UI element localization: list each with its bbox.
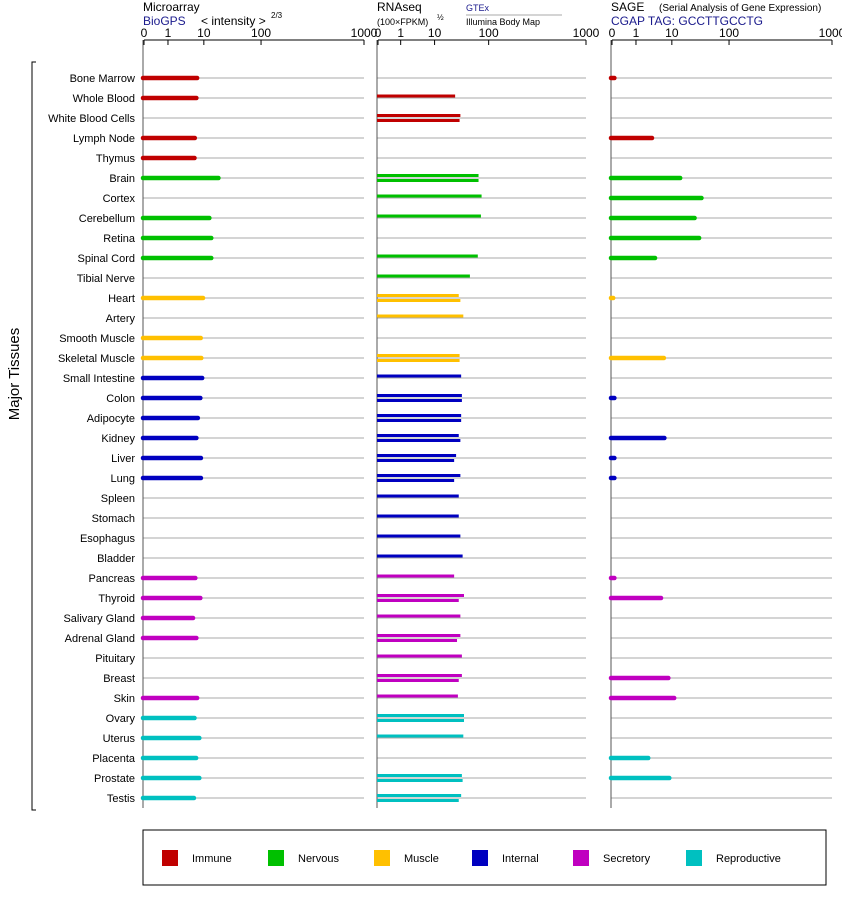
- microarray-tick-label-10: 10: [197, 26, 211, 40]
- sage-tick-label-1000: 1000: [819, 26, 842, 40]
- tissue-label-cerebellum: Cerebellum: [79, 213, 135, 225]
- tissue-label-artery: Artery: [106, 313, 136, 325]
- sage-title-note: (Serial Analysis of Gene Expression): [659, 3, 821, 14]
- tissue-label-small-intestine: Small Intestine: [63, 373, 135, 385]
- tissue-label-bladder: Bladder: [97, 553, 135, 565]
- tissue-label-pituitary: Pituitary: [95, 653, 135, 665]
- microarray-tick-label-1000: 1000: [351, 26, 378, 40]
- sage-title: SAGE: [611, 0, 644, 14]
- rnaseq-tick-label-1: 1: [397, 26, 404, 40]
- bars: [140, 75, 704, 802]
- tissue-label-thymus: Thymus: [96, 153, 136, 165]
- gridlines: [143, 77, 832, 799]
- tissue-label-adrenal-gland: Adrenal Gland: [65, 633, 135, 645]
- sage-tick-label-100: 100: [719, 26, 739, 40]
- microarray-tick-label-1: 1: [165, 26, 172, 40]
- sage-tick-label-0: 0: [609, 26, 616, 40]
- tissue-label-adipocyte: Adipocyte: [87, 413, 135, 425]
- legend-swatch-internal: [472, 850, 488, 866]
- microarray-scale-exponent: 2/3: [271, 11, 283, 20]
- legend-swatch-immune: [162, 850, 178, 866]
- microarray-tick-label-100: 100: [251, 26, 271, 40]
- tissue-label-skeletal-muscle: Skeletal Muscle: [58, 353, 135, 365]
- tissue-label-lung: Lung: [111, 473, 135, 485]
- tissue-label-tibial-nerve: Tibial Nerve: [77, 273, 135, 285]
- tissue-label-prostate: Prostate: [94, 773, 135, 785]
- tissue-label-heart: Heart: [108, 293, 135, 305]
- tissue-label-liver: Liver: [111, 453, 135, 465]
- rnaseq-tick-label-100: 100: [479, 26, 499, 40]
- rnaseq-source-gtex: GTEx: [466, 3, 490, 13]
- tissue-label-testis: Testis: [107, 793, 136, 805]
- legend-swatch-secretory: [573, 850, 589, 866]
- tissue-label-white-blood-cells: White Blood Cells: [48, 113, 135, 125]
- rnaseq-subtitle-exponent: ½: [437, 13, 444, 22]
- legend-label-secretory: Secretory: [603, 853, 651, 865]
- tissue-label-skin: Skin: [114, 693, 135, 705]
- legend-label-immune: Immune: [192, 853, 232, 865]
- sage-subtitle: CGAP TAG: GCCTTGCCTG: [611, 14, 763, 28]
- microarray-title: Microarray: [143, 0, 200, 14]
- y-axis-label: Major Tissues: [6, 328, 23, 421]
- tissue-label-salivary-gland: Salivary Gland: [63, 613, 135, 625]
- legend-swatch-nervous: [268, 850, 284, 866]
- tissue-label-placenta: Placenta: [92, 753, 136, 765]
- tissue-label-retina: Retina: [103, 233, 136, 245]
- tissue-label-uterus: Uterus: [103, 733, 136, 745]
- tissue-label-stomach: Stomach: [92, 513, 135, 525]
- tissue-label-spinal-cord: Spinal Cord: [78, 253, 135, 265]
- legend-label-nervous: Nervous: [298, 853, 339, 865]
- tissue-label-brain: Brain: [109, 173, 135, 185]
- legend-label-internal: Internal: [502, 853, 539, 865]
- tissue-label-smooth-muscle: Smooth Muscle: [59, 333, 135, 345]
- rnaseq-subtitle: (100×FPKM): [377, 17, 428, 27]
- tissue-label-cortex: Cortex: [103, 193, 136, 205]
- tissue-label-kidney: Kidney: [101, 433, 135, 445]
- rnaseq-tick-label-0: 0: [375, 26, 382, 40]
- tissue-label-lymph-node: Lymph Node: [73, 133, 135, 145]
- rnaseq-tick-label-10: 10: [428, 26, 442, 40]
- tissue-label-ovary: Ovary: [106, 713, 136, 725]
- legend-swatch-reproductive: [686, 850, 702, 866]
- legend: Immune Nervous Muscle Internal Secretory Repr…: [142, 829, 827, 886]
- tissue-label-breast: Breast: [103, 673, 135, 685]
- sage-tick-label-1: 1: [633, 26, 640, 40]
- tissue-label-bone-marrow: Bone Marrow: [70, 73, 135, 85]
- tissue-bracket: [31, 61, 36, 811]
- tissue-label-colon: Colon: [106, 393, 135, 405]
- tissue-label-thyroid: Thyroid: [98, 593, 135, 605]
- microarray-tick-label-0: 0: [141, 26, 148, 40]
- tissue-label-spleen: Spleen: [101, 493, 135, 505]
- legend-swatch-muscle: [374, 850, 390, 866]
- microarray-scale-label: < intensity >: [201, 14, 266, 28]
- tissue-label-pancreas: Pancreas: [89, 573, 136, 585]
- rnaseq-source-bodymap: Illumina Body Map: [466, 17, 540, 27]
- legend-label-muscle: Muscle: [404, 853, 439, 865]
- rnaseq-tick-label-1000: 1000: [573, 26, 600, 40]
- sage-tick-label-10: 10: [665, 26, 679, 40]
- tissue-label-whole-blood: Whole Blood: [73, 93, 135, 105]
- microarray-subtitle: BioGPS: [143, 14, 186, 28]
- axes: 011010010000110100100001101001000: [141, 26, 842, 808]
- tissue-labels: Major Tissues Bone Marrow Whole Blood White…: [6, 61, 136, 811]
- tissue-label-esophagus: Esophagus: [80, 533, 136, 545]
- rnaseq-title: RNAseq: [377, 0, 422, 14]
- legend-label-reproductive: Reproductive: [716, 853, 781, 865]
